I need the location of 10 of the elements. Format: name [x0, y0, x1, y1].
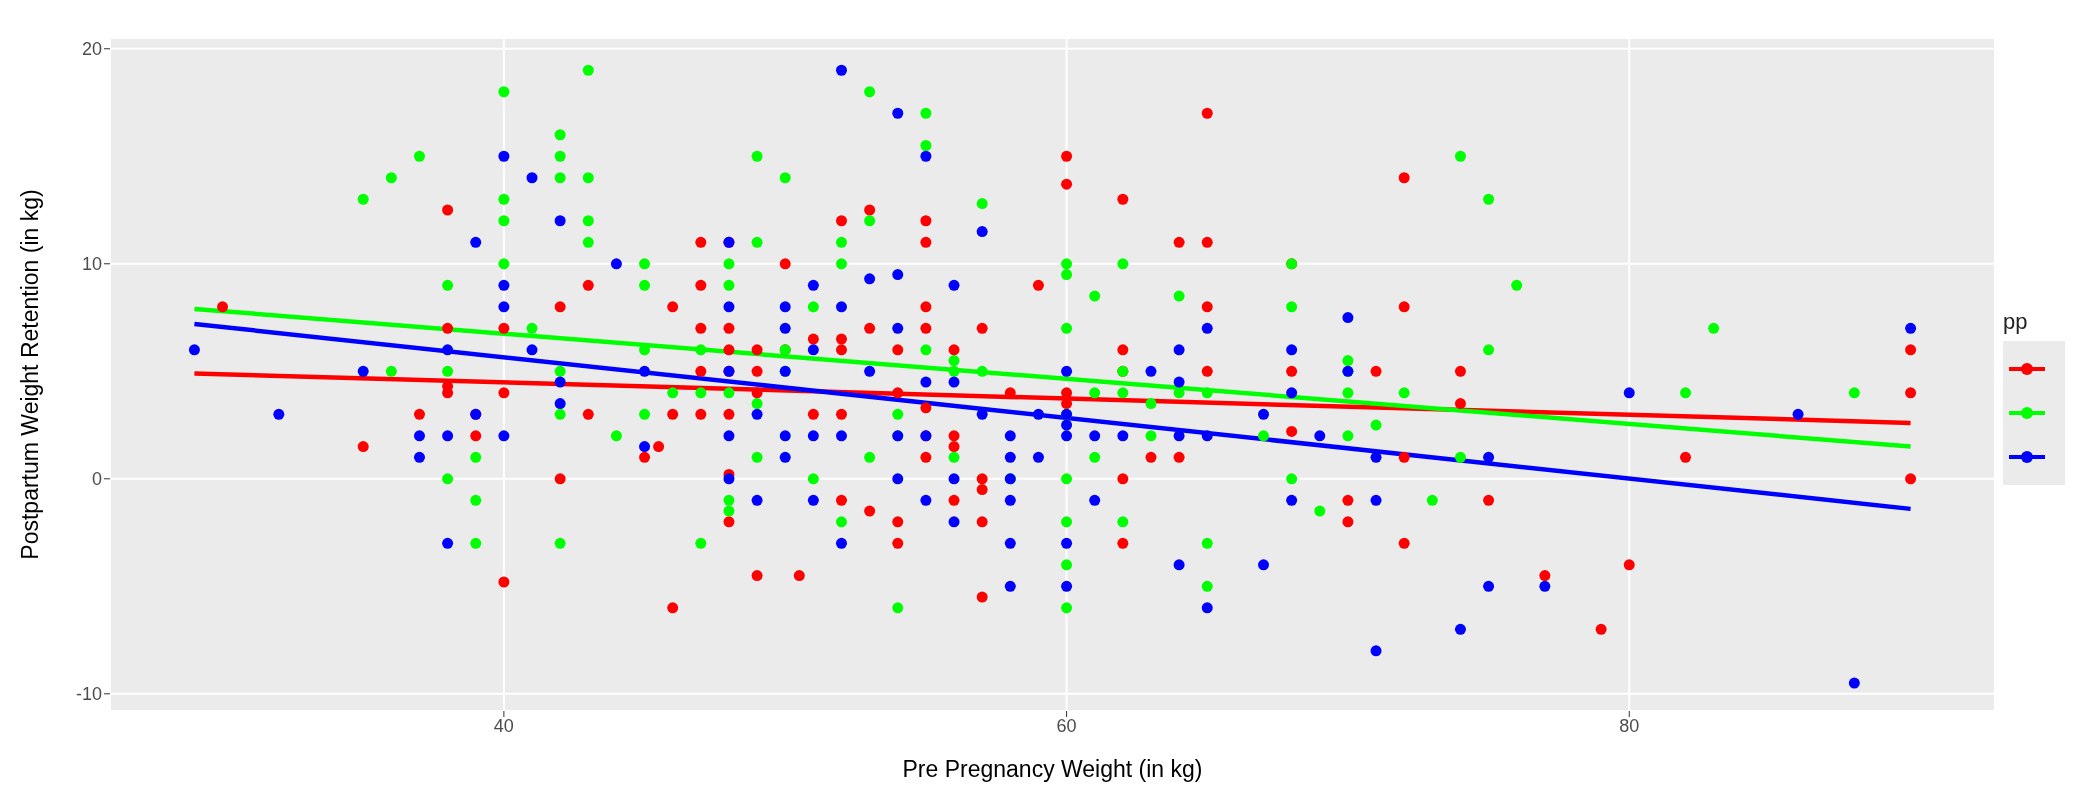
legend-title: pp: [2003, 308, 2029, 335]
x-axis-title: Pre Pregnancy Weight (in kg): [902, 756, 1203, 782]
y-tick-label: 0: [91, 469, 102, 490]
x-tick-label: 40: [493, 715, 514, 736]
x-tick-label: 60: [1056, 715, 1077, 736]
x-tick-label: 80: [1619, 715, 1640, 736]
y-tick-label: 20: [81, 39, 102, 60]
y-axis-title: Postpartum Weight Retention (in kg): [17, 189, 44, 560]
y-tick-label: 10: [81, 254, 102, 275]
y-tick-label: -10: [75, 684, 102, 705]
